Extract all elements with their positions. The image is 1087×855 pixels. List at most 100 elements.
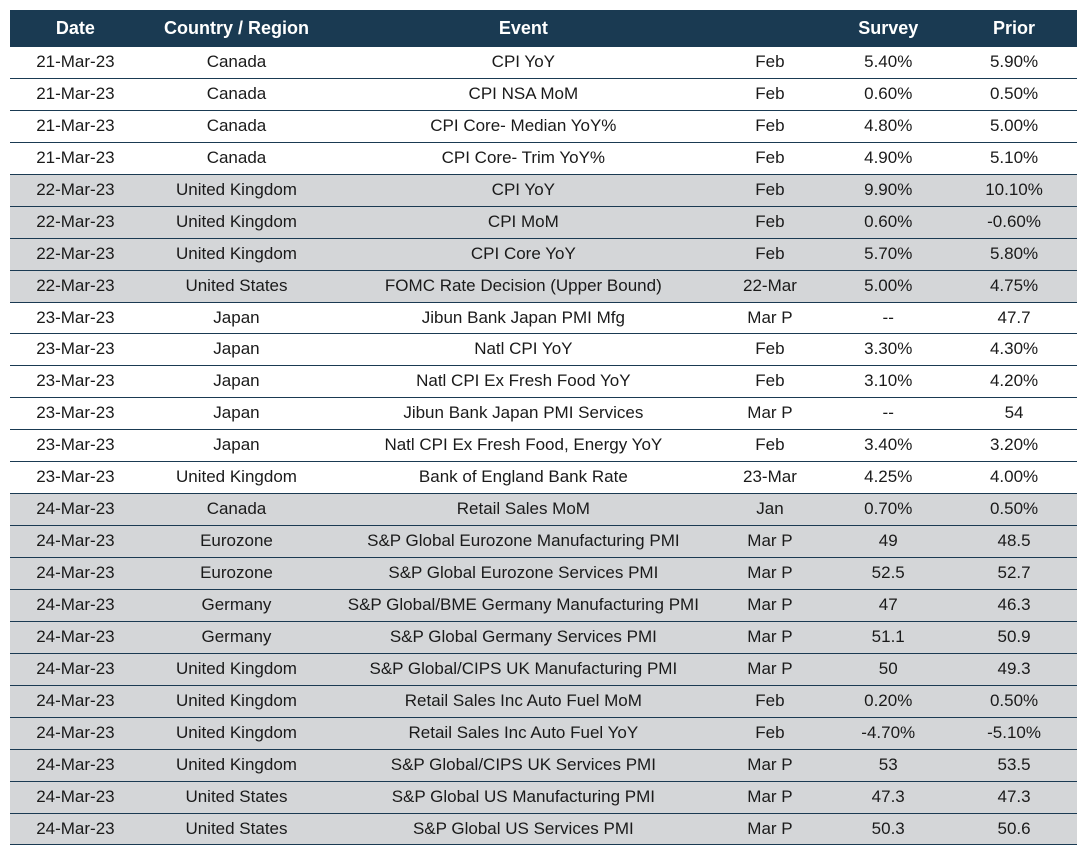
cell-date: 24-Mar-23	[10, 621, 141, 653]
cell-event: CPI Core- Trim YoY%	[332, 142, 715, 174]
cell-region: United States	[141, 781, 332, 813]
table-row: 24-Mar-23EurozoneS&P Global Eurozone Man…	[10, 526, 1077, 558]
cell-date: 23-Mar-23	[10, 462, 141, 494]
table-row: 24-Mar-23United StatesS&P Global US Serv…	[10, 813, 1077, 845]
cell-region: Eurozone	[141, 526, 332, 558]
cell-period: Feb	[715, 110, 826, 142]
cell-region: Germany	[141, 621, 332, 653]
cell-period: Feb	[715, 142, 826, 174]
cell-period: Mar P	[715, 653, 826, 685]
cell-survey: 0.60%	[825, 206, 951, 238]
cell-prior: 0.50%	[951, 685, 1077, 717]
cell-survey: 3.40%	[825, 430, 951, 462]
table-row: 22-Mar-23United KingdomCPI YoYFeb9.90%10…	[10, 174, 1077, 206]
cell-region: United Kingdom	[141, 462, 332, 494]
cell-period: Feb	[715, 334, 826, 366]
cell-region: United Kingdom	[141, 717, 332, 749]
table-row: 24-Mar-23GermanyS&P Global Germany Servi…	[10, 621, 1077, 653]
cell-date: 22-Mar-23	[10, 270, 141, 302]
cell-prior: 54	[951, 398, 1077, 430]
cell-date: 24-Mar-23	[10, 526, 141, 558]
cell-region: United Kingdom	[141, 238, 332, 270]
cell-period: Mar P	[715, 781, 826, 813]
cell-survey: 4.90%	[825, 142, 951, 174]
cell-period: Mar P	[715, 813, 826, 845]
cell-survey: 47.3	[825, 781, 951, 813]
cell-region: United States	[141, 813, 332, 845]
cell-date: 23-Mar-23	[10, 398, 141, 430]
table-row: 24-Mar-23GermanyS&P Global/BME Germany M…	[10, 589, 1077, 621]
cell-period: Feb	[715, 174, 826, 206]
cell-date: 24-Mar-23	[10, 749, 141, 781]
cell-survey: 52.5	[825, 558, 951, 590]
cell-period: Feb	[715, 206, 826, 238]
cell-prior: 47.7	[951, 302, 1077, 334]
cell-region: Canada	[141, 494, 332, 526]
cell-prior: 46.3	[951, 589, 1077, 621]
table-row: 24-Mar-23United KingdomS&P Global/CIPS U…	[10, 653, 1077, 685]
table-row: 23-Mar-23United KingdomBank of England B…	[10, 462, 1077, 494]
cell-survey: 5.00%	[825, 270, 951, 302]
cell-period: Mar P	[715, 558, 826, 590]
cell-prior: 0.50%	[951, 78, 1077, 110]
cell-prior: 3.20%	[951, 430, 1077, 462]
header-survey: Survey	[825, 11, 951, 46]
table-row: 23-Mar-23JapanNatl CPI YoYFeb3.30%4.30%	[10, 334, 1077, 366]
economic-calendar-table: Date Country / Region Event Survey Prior…	[10, 10, 1077, 845]
cell-period: Mar P	[715, 526, 826, 558]
cell-event: Bank of England Bank Rate	[332, 462, 715, 494]
cell-period: Feb	[715, 238, 826, 270]
cell-date: 21-Mar-23	[10, 142, 141, 174]
cell-event: Retail Sales Inc Auto Fuel MoM	[332, 685, 715, 717]
table-row: 22-Mar-23United StatesFOMC Rate Decision…	[10, 270, 1077, 302]
cell-date: 21-Mar-23	[10, 110, 141, 142]
cell-prior: 4.00%	[951, 462, 1077, 494]
cell-region: Japan	[141, 366, 332, 398]
cell-date: 24-Mar-23	[10, 494, 141, 526]
cell-survey: 0.70%	[825, 494, 951, 526]
cell-survey: 51.1	[825, 621, 951, 653]
cell-event: S&P Global/BME Germany Manufacturing PMI	[332, 589, 715, 621]
header-date: Date	[10, 11, 141, 46]
cell-date: 22-Mar-23	[10, 206, 141, 238]
cell-prior: 4.30%	[951, 334, 1077, 366]
header-period	[715, 11, 826, 46]
cell-period: Mar P	[715, 749, 826, 781]
cell-period: Mar P	[715, 398, 826, 430]
cell-region: Germany	[141, 589, 332, 621]
table-row: 21-Mar-23CanadaCPI YoYFeb5.40%5.90%	[10, 46, 1077, 78]
cell-period: Feb	[715, 46, 826, 78]
cell-region: United Kingdom	[141, 206, 332, 238]
cell-period: Jan	[715, 494, 826, 526]
cell-event: S&P Global US Services PMI	[332, 813, 715, 845]
cell-prior: 4.75%	[951, 270, 1077, 302]
cell-prior: 50.9	[951, 621, 1077, 653]
cell-event: CPI MoM	[332, 206, 715, 238]
cell-event: Natl CPI Ex Fresh Food, Energy YoY	[332, 430, 715, 462]
cell-prior: 50.6	[951, 813, 1077, 845]
cell-survey: 53	[825, 749, 951, 781]
cell-region: United States	[141, 270, 332, 302]
cell-period: Feb	[715, 366, 826, 398]
header-region: Country / Region	[141, 11, 332, 46]
cell-date: 23-Mar-23	[10, 366, 141, 398]
cell-survey: 3.30%	[825, 334, 951, 366]
cell-event: Jibun Bank Japan PMI Services	[332, 398, 715, 430]
cell-event: S&P Global Eurozone Manufacturing PMI	[332, 526, 715, 558]
table-row: 24-Mar-23United StatesS&P Global US Manu…	[10, 781, 1077, 813]
cell-event: S&P Global Germany Services PMI	[332, 621, 715, 653]
cell-date: 23-Mar-23	[10, 334, 141, 366]
cell-region: Canada	[141, 110, 332, 142]
cell-survey: 4.25%	[825, 462, 951, 494]
cell-event: Jibun Bank Japan PMI Mfg	[332, 302, 715, 334]
cell-period: Feb	[715, 717, 826, 749]
cell-prior: 5.10%	[951, 142, 1077, 174]
cell-prior: 53.5	[951, 749, 1077, 781]
table-row: 24-Mar-23CanadaRetail Sales MoMJan0.70%0…	[10, 494, 1077, 526]
cell-region: United Kingdom	[141, 685, 332, 717]
cell-period: Feb	[715, 430, 826, 462]
cell-period: Feb	[715, 78, 826, 110]
cell-prior: 5.80%	[951, 238, 1077, 270]
cell-prior: 52.7	[951, 558, 1077, 590]
cell-region: Canada	[141, 78, 332, 110]
